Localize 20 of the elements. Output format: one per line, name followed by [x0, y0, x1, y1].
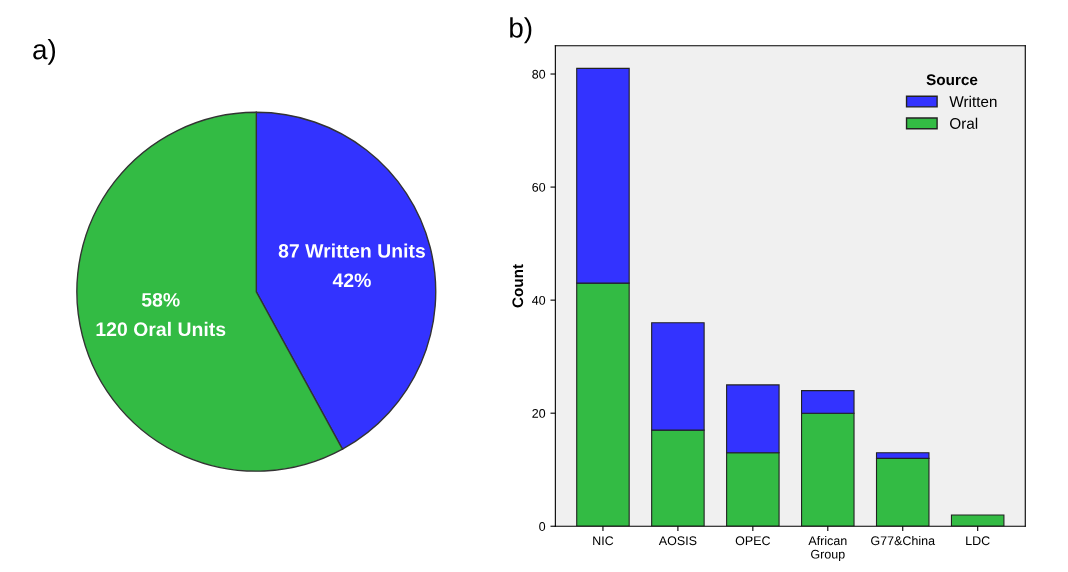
- x-tick-label: OPEC: [735, 536, 771, 546]
- x-tick-label: G77&China: [871, 535, 936, 546]
- y-tick-label: 0: [539, 522, 546, 531]
- y-tick-label: 80: [532, 69, 546, 79]
- x-tick-label: African Group: [808, 535, 847, 562]
- legend-label: Oral: [950, 117, 978, 129]
- data-label: 87 Written Units 42%: [278, 243, 425, 288]
- chart-title: b): [510, 17, 532, 44]
- bar: [950, 514, 1005, 527]
- y-tick-label: 20: [532, 408, 546, 418]
- y-axis-title: Count: [512, 264, 524, 308]
- x-tick-label: AOSIS: [658, 536, 697, 546]
- legend-label: Written: [949, 95, 997, 108]
- x-tick-label: LDC: [966, 536, 990, 546]
- data-label: 58% 120 Oral Units: [96, 292, 226, 337]
- y-tick-label: 40: [532, 295, 546, 305]
- y-tick-label: 60: [532, 182, 546, 192]
- legend-title: Source: [926, 74, 978, 86]
- x-tick-label: NIC: [593, 536, 614, 546]
- chart-title: a): [33, 38, 56, 65]
